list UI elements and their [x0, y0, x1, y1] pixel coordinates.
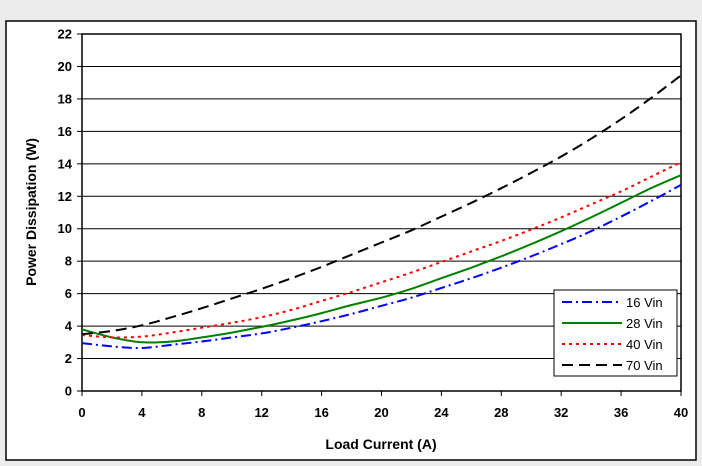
y-tick-label: 2 — [65, 351, 72, 366]
legend-label-0: 16 Vin — [626, 295, 663, 310]
x-tick-label: 28 — [494, 405, 508, 420]
legend-label-2: 40 Vin — [626, 337, 663, 352]
legend-label-3: 70 Vin — [626, 358, 663, 373]
series-line-3 — [81, 74, 682, 336]
x-tick-label: 4 — [138, 405, 146, 420]
y-tick-label: 14 — [58, 156, 73, 171]
x-tick-label: 0 — [78, 405, 85, 420]
x-tick-label: 40 — [674, 405, 688, 420]
y-tick-label: 8 — [65, 254, 72, 269]
x-tick-label: 8 — [198, 405, 205, 420]
y-tick-label: 22 — [58, 27, 72, 42]
legend-box — [553, 289, 678, 377]
x-tick-label: 32 — [554, 405, 568, 420]
series-line-1 — [81, 174, 682, 344]
y-tick-label: 12 — [58, 189, 72, 204]
y-tick-label: 16 — [58, 124, 72, 139]
x-axis-title: Load Current (A) — [325, 436, 436, 452]
y-tick-label: 18 — [58, 91, 72, 106]
x-tick-label: 36 — [614, 405, 628, 420]
series-layer — [81, 74, 682, 350]
x-tick-label: 16 — [314, 405, 328, 420]
y-tick-label: 0 — [65, 384, 72, 399]
x-tick-label: 12 — [254, 405, 268, 420]
y-tick-label: 4 — [65, 319, 73, 334]
y-tick-label: 6 — [65, 286, 72, 301]
y-tick-label: 10 — [58, 221, 72, 236]
x-tick-label: 20 — [374, 405, 388, 420]
x-tick-label: 24 — [434, 405, 449, 420]
legend-label-1: 28 Vin — [626, 316, 663, 331]
legend: 16 Vin 28 Vin 40 Vin 70 Vin — [553, 289, 678, 377]
series-line-0 — [81, 184, 682, 350]
y-axis-title: Power Dissipation (W) — [23, 138, 39, 286]
y-tick-label: 20 — [58, 59, 72, 74]
series-line-2 — [81, 161, 682, 339]
